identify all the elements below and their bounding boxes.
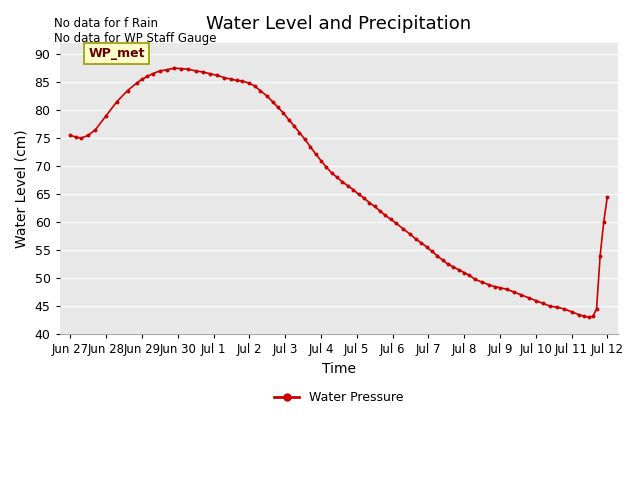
Title: Water Level and Precipitation: Water Level and Precipitation bbox=[206, 15, 472, 33]
X-axis label: Time: Time bbox=[322, 362, 356, 376]
Legend: Water Pressure: Water Pressure bbox=[269, 386, 408, 409]
Text: WP_met: WP_met bbox=[88, 47, 145, 60]
Text: No data for f Rain
No data for WP Staff Gauge: No data for f Rain No data for WP Staff … bbox=[54, 17, 217, 45]
Y-axis label: Water Level (cm): Water Level (cm) bbox=[15, 129, 29, 248]
